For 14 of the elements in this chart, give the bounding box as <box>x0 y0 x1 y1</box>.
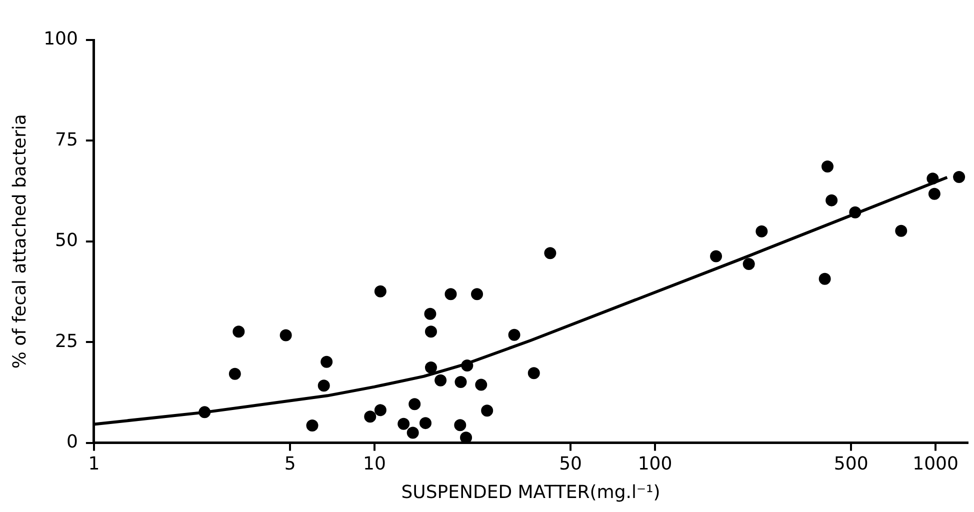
y-tick-label: 75 <box>55 129 78 150</box>
x-tick-label: 50 <box>559 453 582 474</box>
y-tick-label: 50 <box>55 230 78 252</box>
x-tick-label: 1 <box>88 453 100 474</box>
x-tick-label: 10 <box>363 453 386 474</box>
y-axis-title: % of fecal attached bacteria <box>9 114 30 369</box>
x-tick-label: 100 <box>638 453 672 474</box>
y-tick-label: 25 <box>55 330 78 352</box>
x-tick-label: 500 <box>834 453 868 474</box>
x-tick-label: 5 <box>284 453 296 474</box>
y-tick-label: 100 <box>44 28 78 50</box>
x-tick-label: 1000 <box>912 453 958 474</box>
x-axis-title: SUSPENDED MATTER(mg.l⁻¹) <box>401 482 660 503</box>
y-tick-label: 0 <box>66 431 78 452</box>
